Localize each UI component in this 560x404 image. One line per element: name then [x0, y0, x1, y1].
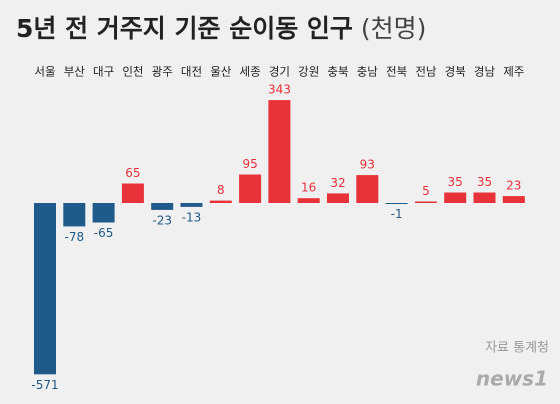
category-label: 전남 [415, 65, 437, 79]
bar [63, 203, 86, 227]
bar [385, 203, 408, 204]
value-label: -571 [31, 378, 58, 392]
category-label: 제주 [503, 65, 524, 79]
bar [414, 201, 437, 203]
category-label: 충북 [327, 65, 348, 79]
value-label: -78 [64, 230, 84, 244]
bar [268, 100, 291, 203]
category-label: 강원 [298, 65, 319, 79]
category-label: 울산 [210, 65, 232, 79]
bar [356, 175, 379, 203]
value-label: -13 [182, 210, 202, 224]
category-label: 세종 [240, 65, 261, 79]
value-label: -1 [391, 207, 403, 221]
category-label: 부산 [64, 65, 86, 79]
value-label: 8 [217, 183, 225, 197]
category-label: 광주 [152, 65, 173, 79]
source: 자료 통계청 [485, 341, 549, 356]
value-label: 35 [477, 175, 492, 189]
logo: news1 [476, 367, 548, 391]
category-label: 서울 [34, 65, 55, 79]
bar [151, 203, 174, 210]
value-label: 93 [360, 158, 375, 172]
value-label: 5 [422, 184, 430, 198]
bar [239, 174, 262, 203]
value-label: 35 [448, 175, 463, 189]
bar [121, 183, 144, 203]
bar [473, 192, 496, 203]
category-label: 대전 [181, 65, 202, 79]
bar [327, 193, 349, 203]
category-label: 경북 [445, 65, 466, 79]
category-label: 경남 [474, 65, 496, 79]
title-unit: (천명) [361, 14, 427, 43]
chart-title: 5년 전 거주지 기준 순이동 인구 (천명) [16, 14, 426, 43]
bar [92, 203, 115, 223]
bar [297, 198, 320, 203]
bar [180, 203, 203, 207]
value-label: 32 [330, 176, 345, 190]
bar [34, 203, 56, 375]
bar [209, 200, 232, 203]
value-label: 65 [125, 166, 140, 180]
value-label: -23 [152, 213, 172, 227]
title-text: 5년 전 거주지 기준 순이동 인구 [16, 14, 353, 43]
value-label: 343 [268, 83, 291, 97]
category-label: 전북 [386, 65, 407, 79]
bar [444, 192, 467, 203]
value-label: 23 [506, 179, 521, 193]
value-label: 95 [242, 157, 257, 171]
value-label: 16 [301, 181, 316, 195]
category-label: 대구 [93, 65, 114, 79]
category-label: 인천 [122, 65, 143, 79]
category-label: 충남 [357, 65, 379, 79]
bar [502, 196, 525, 203]
category-label: 경기 [269, 65, 290, 79]
value-label: -65 [94, 226, 114, 240]
